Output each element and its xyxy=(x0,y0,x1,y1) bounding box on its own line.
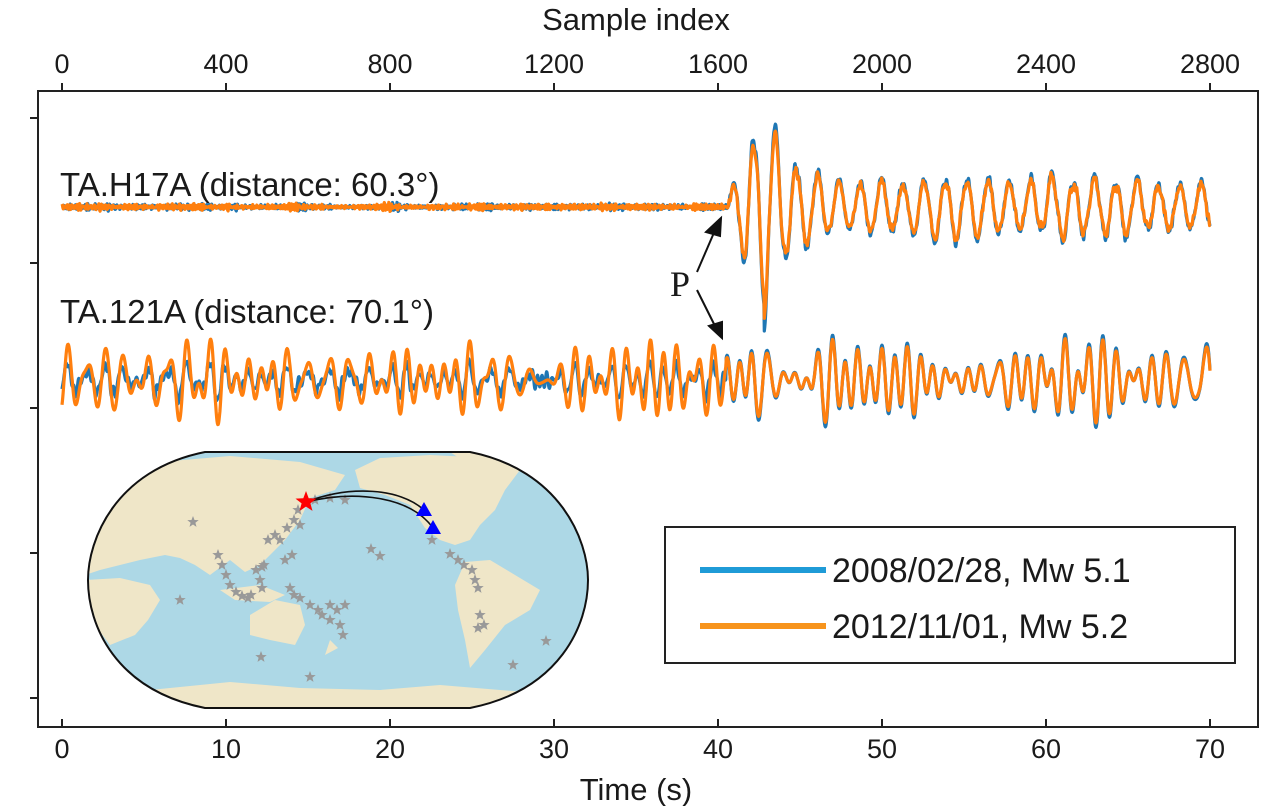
ray-path-h17a xyxy=(305,490,425,511)
earthquake-star-icon xyxy=(426,534,438,545)
seismicity-stars xyxy=(174,492,552,682)
bottom-tick-label: 30 xyxy=(539,734,569,764)
trace-121a-2012 xyxy=(60,337,1212,427)
earthquake-star-icon xyxy=(288,589,300,600)
earthquake-star-icon xyxy=(212,549,224,560)
earthquake-star-icon xyxy=(187,516,199,527)
top-axis-title: Sample index xyxy=(542,2,730,37)
earthquake-star-icon xyxy=(216,559,228,570)
earthquake-star-icon xyxy=(250,564,262,575)
earthquake-star-icon xyxy=(472,582,484,593)
p-arrival-label: P xyxy=(670,264,690,304)
earthquake-star-icon xyxy=(292,504,304,515)
plot-frame xyxy=(37,90,1259,728)
station-triangle-h17a xyxy=(416,502,432,516)
top-tick-label: 2400 xyxy=(1016,49,1076,79)
bottom-tick-label: 10 xyxy=(211,734,241,764)
earthquake-star-icon xyxy=(258,559,270,570)
earthquake-star-icon xyxy=(478,619,490,630)
bottom-tick-label: 20 xyxy=(375,734,405,764)
earthquake-star-icon xyxy=(256,582,268,593)
earthquake-star-icon xyxy=(472,622,484,633)
earthquake-star-icon xyxy=(540,635,552,646)
earthquake-star-icon xyxy=(304,599,316,610)
earthquake-star-icon xyxy=(220,569,232,580)
earthquake-star-icon xyxy=(242,592,254,603)
top-tick-label: 1200 xyxy=(524,49,584,79)
earthquake-star-icon xyxy=(444,548,456,559)
trace-h17a-2012 xyxy=(60,129,1212,320)
earthquake-star-icon xyxy=(224,579,236,590)
earthquake-star-icon xyxy=(230,586,242,597)
earthquake-star-icon xyxy=(274,534,286,545)
earthquake-star-icon xyxy=(452,554,464,565)
event-star-icon xyxy=(295,491,317,511)
top-tick-label: 400 xyxy=(203,49,248,79)
station-triangle-121a xyxy=(425,520,441,534)
world-map-inset xyxy=(86,451,590,709)
north-america xyxy=(355,455,520,545)
ray-path-121a xyxy=(305,495,434,529)
earthquake-star-icon xyxy=(174,594,186,605)
earthquake-star-icon xyxy=(339,599,351,610)
earthquake-star-icon xyxy=(288,514,300,525)
top-tick-label: 2800 xyxy=(1180,49,1240,79)
earthquake-star-icon xyxy=(312,604,324,615)
earthquake-star-icon xyxy=(294,519,306,530)
earthquake-star-icon xyxy=(316,609,328,620)
earthquake-star-icon xyxy=(255,651,267,662)
bottom-tick-label: 70 xyxy=(1195,734,1225,764)
earthquake-star-icon xyxy=(324,599,336,610)
earthquake-star-icon xyxy=(466,564,478,575)
earthquake-star-icon xyxy=(339,494,351,505)
australia xyxy=(250,600,305,645)
earthquake-star-icon xyxy=(374,550,386,561)
bottom-tick-label: 0 xyxy=(54,734,69,764)
bottom-tick-label: 60 xyxy=(1031,734,1061,764)
earthquake-star-icon xyxy=(281,522,293,533)
legend-label-2008: 2008/02/28, Mw 5.1 xyxy=(832,552,1131,590)
legend-label-2012: 2012/11/01, Mw 5.2 xyxy=(832,608,1128,646)
earthquake-star-icon xyxy=(269,529,281,540)
p-arrival-arrows xyxy=(696,215,723,341)
eurasia xyxy=(88,456,345,575)
earthquake-star-icon xyxy=(324,614,336,625)
top-tick-label: 800 xyxy=(367,49,412,79)
legend: 2008/02/28, Mw 5.1 2012/11/01, Mw 5.2 xyxy=(664,526,1236,664)
earthquake-star-icon xyxy=(458,559,470,570)
earthquake-star-icon xyxy=(474,609,486,620)
earthquake-star-icon xyxy=(365,543,377,554)
top-tick-label: 0 xyxy=(54,49,69,79)
top-tick-label: 2000 xyxy=(852,49,912,79)
earthquake-star-icon xyxy=(334,619,346,630)
earthquake-star-icon xyxy=(337,629,349,640)
bottom-axis-title: Time (s) xyxy=(580,772,693,806)
antarctica xyxy=(88,682,588,708)
new-zealand xyxy=(325,640,338,655)
earthquake-star-icon xyxy=(262,534,274,545)
earthquake-star-icon xyxy=(279,554,291,565)
earthquake-star-icon xyxy=(254,574,266,585)
earthquake-star-icon xyxy=(284,582,296,593)
earthquake-star-icon xyxy=(294,592,306,603)
top-tick-label: 1600 xyxy=(688,49,748,79)
earthquake-star-icon xyxy=(286,549,298,560)
earthquake-star-icon xyxy=(245,589,257,600)
earthquake-star-icon xyxy=(304,671,316,682)
earthquake-star-icon xyxy=(331,604,343,615)
earthquake-star-icon xyxy=(469,574,481,585)
station-label-h17a: TA.H17A (distance: 60.3°) xyxy=(60,166,439,203)
station-label-121a: TA.121A (distance: 70.1°) xyxy=(60,293,434,330)
bottom-tick-label: 50 xyxy=(867,734,897,764)
africa xyxy=(88,578,160,645)
land-masses xyxy=(88,452,588,708)
earthquake-star-icon xyxy=(236,590,248,601)
earthquake-star-icon xyxy=(507,659,519,670)
bottom-tick-label: 40 xyxy=(703,734,733,764)
